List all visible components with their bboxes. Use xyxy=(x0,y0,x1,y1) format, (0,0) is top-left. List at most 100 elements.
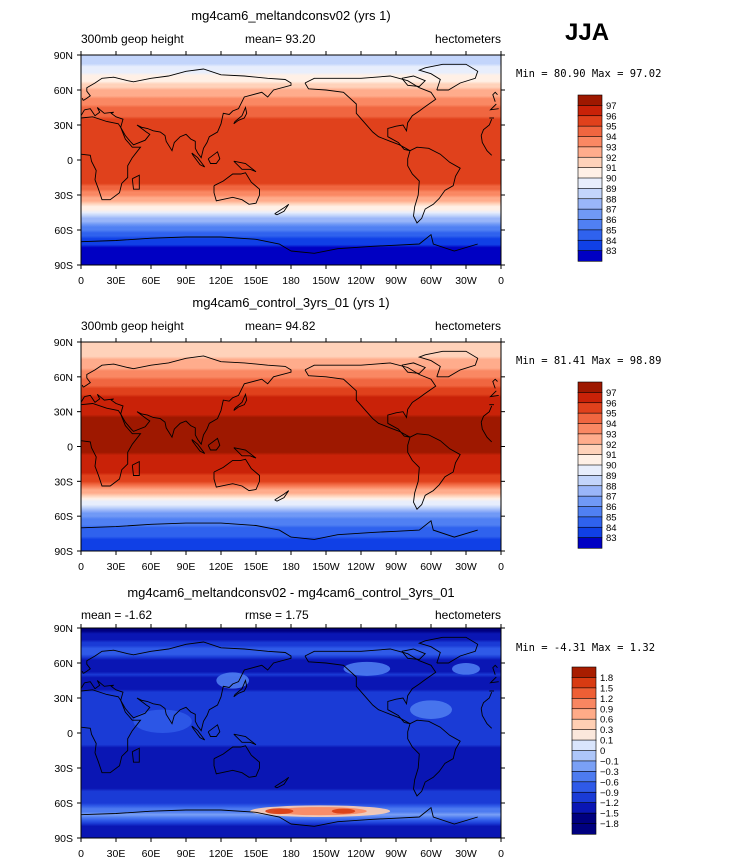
y-tick-label: 60N xyxy=(54,372,73,384)
coastline xyxy=(80,109,85,116)
colorbar-label: 96 xyxy=(606,111,617,122)
coastline xyxy=(233,447,257,459)
coastline xyxy=(80,403,142,487)
min-max-readout: Min = 80.90 Max = 97.02 xyxy=(516,68,661,80)
y-tick-label: 0 xyxy=(67,728,73,740)
coastline xyxy=(213,458,260,492)
y-tick-label: 90N xyxy=(54,623,73,635)
coastline xyxy=(80,522,292,538)
field-label: 300mb geop height xyxy=(81,319,184,333)
coastline xyxy=(274,776,290,789)
coastline xyxy=(213,172,260,205)
colorbar-label: −0.1 xyxy=(600,756,619,767)
colorbar-swatch xyxy=(571,739,597,752)
y-tick-label: 60S xyxy=(54,511,73,523)
colorbar-swatch xyxy=(577,485,603,497)
colorbar-swatch xyxy=(571,812,597,825)
x-tick-label: 90E xyxy=(177,275,196,287)
y-tick-label: 60S xyxy=(54,798,73,810)
coastline xyxy=(80,396,85,403)
colorbar-label: −0.6 xyxy=(600,777,619,788)
colorbar-label: 95 xyxy=(606,122,617,133)
coastline xyxy=(80,236,292,252)
coastline xyxy=(233,733,257,746)
units-label: hectometers xyxy=(435,608,501,622)
coastline xyxy=(290,806,478,827)
colorbar-swatch xyxy=(571,729,597,741)
colorbar-swatch xyxy=(577,402,603,414)
coastline xyxy=(81,671,84,674)
colorbar-label: 88 xyxy=(606,481,617,492)
colorbar-label: −0.3 xyxy=(600,767,619,778)
stat-label: rmse = 1.75 xyxy=(245,608,309,622)
colorbar-swatch xyxy=(577,115,603,127)
anomaly-patch xyxy=(331,808,356,814)
colorbar-label: −1.5 xyxy=(600,809,619,820)
units-label: hectometers xyxy=(435,319,501,333)
units-label: hectometers xyxy=(435,32,501,46)
x-tick-label: 30W xyxy=(455,275,477,287)
colorbar-label: −1.8 xyxy=(600,819,619,830)
colorbar-swatch xyxy=(571,708,597,720)
colorbar-swatch xyxy=(577,208,603,221)
coastline xyxy=(274,203,290,216)
y-tick-label: 60N xyxy=(54,658,73,670)
x-tick-label: 120E xyxy=(209,561,234,573)
coastline xyxy=(401,362,427,374)
colorbar-swatch xyxy=(571,698,597,710)
colorbar-swatch xyxy=(577,229,603,241)
colorbar-swatch xyxy=(577,423,603,435)
x-tick-label: 30E xyxy=(107,561,126,573)
colorbar-label: 86 xyxy=(606,502,617,513)
y-tick-label: 0 xyxy=(67,155,73,167)
coastline xyxy=(492,664,498,675)
anomaly-patch xyxy=(343,661,391,676)
colorbar-swatch xyxy=(577,443,603,456)
stat-label: mean= 94.82 xyxy=(245,319,316,333)
colorbar-swatch xyxy=(571,771,597,783)
coastline xyxy=(207,151,221,164)
coastline xyxy=(407,719,461,797)
colorbar-label: 84 xyxy=(606,236,617,247)
x-tick-label: 90W xyxy=(385,561,407,573)
y-tick-label: 90S xyxy=(54,546,73,558)
x-tick-label: 30W xyxy=(455,848,477,860)
x-tick-label: 0 xyxy=(78,275,84,287)
coastline xyxy=(304,648,437,725)
min-max-readout: Min = 81.41 Max = 98.89 xyxy=(516,355,661,367)
coastline xyxy=(80,689,142,774)
colorbar-label: 96 xyxy=(606,398,617,409)
coastline xyxy=(480,119,493,136)
mean-label: mean = -1.62 xyxy=(81,608,152,622)
colorbar-label: 85 xyxy=(606,225,617,236)
x-tick-label: 150W xyxy=(312,561,340,573)
panel-2: 0 30E 60E 90E 120E 150E 180 150W 120W 90W 60W 30W 09… xyxy=(54,295,662,573)
panel-1: 0 30E 60E 90E 120E 150E 180 150W 120W 90W 60W 30W 09… xyxy=(54,8,662,287)
colorbar: 1.81.51.20.90.60.30.10−0.1−0.3−0.6−0.9−1… xyxy=(571,666,619,835)
x-tick-label: 120E xyxy=(209,848,234,860)
coastline xyxy=(81,384,84,388)
coastline xyxy=(83,641,292,732)
x-tick-label: 120W xyxy=(347,275,375,287)
x-tick-label: 90E xyxy=(177,848,196,860)
x-tick-label: 90W xyxy=(385,275,407,287)
x-tick-label: 90E xyxy=(177,561,196,573)
y-tick-label: 30S xyxy=(54,763,73,775)
colorbar-swatch xyxy=(577,146,603,158)
colorbar-label: 84 xyxy=(606,523,617,534)
coastlines xyxy=(80,350,499,540)
x-tick-label: 30E xyxy=(107,275,126,287)
x-tick-label: 0 xyxy=(78,561,84,573)
coastline xyxy=(80,116,142,201)
colorbar-label: 97 xyxy=(606,101,617,112)
map-field xyxy=(81,342,501,551)
map-field xyxy=(81,628,501,838)
colorbar-swatch xyxy=(577,105,603,117)
x-tick-label: 150W xyxy=(312,275,340,287)
coastline xyxy=(131,747,140,763)
colorbar-swatch xyxy=(577,464,603,476)
panel-title: mg4cam6_meltandconsv02 - mg4cam6_control… xyxy=(127,585,454,600)
colorbar-swatch xyxy=(577,219,603,231)
x-tick-label: 60E xyxy=(142,561,161,573)
